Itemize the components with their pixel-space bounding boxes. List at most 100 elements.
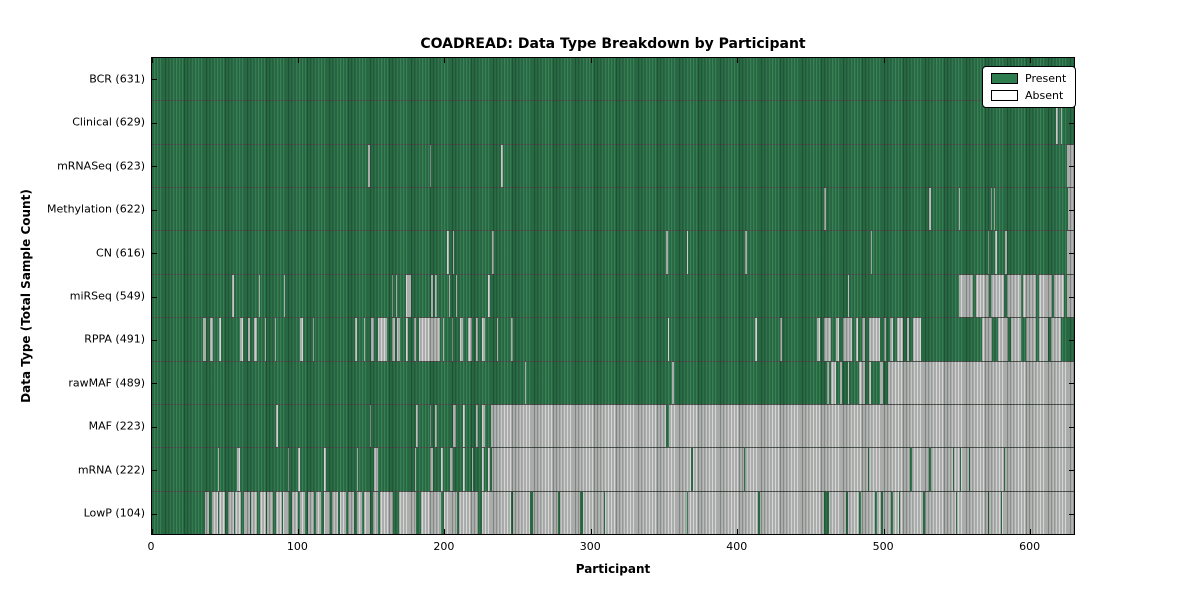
present-segment xyxy=(277,404,370,448)
x-tick-label-300: 300 xyxy=(579,540,601,553)
present-segment xyxy=(603,491,605,534)
y-tick-mark xyxy=(152,122,157,124)
present-segment xyxy=(330,491,332,534)
present-segment xyxy=(892,318,898,361)
present-segment xyxy=(558,491,560,534)
present-segment xyxy=(908,318,914,361)
present-segment xyxy=(498,318,512,361)
present-segment xyxy=(450,274,456,318)
y-tick-mark xyxy=(1069,383,1074,385)
present-segment xyxy=(881,491,883,534)
present-segment xyxy=(691,448,693,491)
y-tick-mark xyxy=(1069,339,1074,341)
present-segment xyxy=(512,318,668,361)
x-axis-title: Participant xyxy=(575,562,651,576)
present-segment xyxy=(260,274,284,318)
x-tick-mark xyxy=(737,529,739,534)
present-segment xyxy=(152,58,1074,101)
present-segment xyxy=(989,274,991,318)
present-segment xyxy=(903,318,908,361)
present-segment xyxy=(667,231,687,274)
present-segment xyxy=(688,231,746,274)
present-segment xyxy=(416,491,421,534)
legend-swatch-present-icon xyxy=(991,73,1018,84)
present-segment xyxy=(489,448,493,491)
present-segment xyxy=(152,448,218,491)
present-segment xyxy=(493,231,667,274)
chart-title: COADREAD: Data Type Breakdown by Partici… xyxy=(420,36,806,52)
present-segment xyxy=(369,144,430,188)
present-segment xyxy=(436,404,453,448)
present-segment xyxy=(1008,318,1012,361)
present-segment xyxy=(992,318,999,361)
x-tick-label-600: 600 xyxy=(1019,540,1041,553)
heatmap-row-LowP xyxy=(152,491,1074,534)
present-segment xyxy=(1003,274,1007,318)
present-segment xyxy=(441,491,445,534)
present-segment xyxy=(530,491,534,534)
present-segment xyxy=(321,491,325,534)
y-tick-mark xyxy=(152,79,157,81)
present-segment xyxy=(454,231,493,274)
present-segment xyxy=(879,318,885,361)
present-segment xyxy=(885,318,890,361)
present-segment xyxy=(233,491,236,534)
legend: Present Absent xyxy=(982,66,1076,108)
present-segment xyxy=(666,404,670,448)
y-tick-label-CN: CN (616) xyxy=(96,246,145,260)
present-segment xyxy=(1003,448,1006,491)
present-segment xyxy=(872,231,988,274)
present-segment xyxy=(284,274,392,318)
present-segment xyxy=(289,448,299,491)
heatmap-row-mRNASeq xyxy=(152,144,1074,189)
present-segment xyxy=(483,448,489,491)
heatmap-row-Clinical xyxy=(152,101,1074,145)
y-tick-mark xyxy=(1069,470,1074,472)
y-tick-mark xyxy=(1069,513,1074,515)
legend-item-absent: Absent xyxy=(991,90,1067,101)
present-segment xyxy=(217,491,220,534)
present-segment xyxy=(219,448,237,491)
present-segment xyxy=(457,274,489,318)
x-tick-mark xyxy=(737,58,739,63)
present-segment xyxy=(835,361,841,404)
y-tick-label-mRNASeq: mRNASeq (623) xyxy=(57,159,145,173)
present-segment xyxy=(346,491,348,534)
y-tick-mark xyxy=(152,339,157,341)
present-segment xyxy=(526,361,673,404)
present-segment xyxy=(968,448,971,491)
present-segment xyxy=(337,491,341,534)
x-tick-mark xyxy=(590,58,592,63)
present-segment xyxy=(152,491,205,534)
y-tick-label-LowP: LowP (104) xyxy=(83,506,145,520)
present-segment xyxy=(417,404,430,448)
present-segment xyxy=(152,101,1057,144)
present-segment xyxy=(669,318,756,361)
heatmap-row-rawMAF xyxy=(152,361,1074,405)
x-tick-mark xyxy=(444,58,446,63)
present-segment xyxy=(929,448,931,491)
present-segment xyxy=(875,491,877,534)
y-tick-labels: BCR (631) Clinical (629) mRNASeq (623) Meth… xyxy=(0,57,145,535)
present-segment xyxy=(208,491,212,534)
present-segment xyxy=(378,491,380,534)
present-segment xyxy=(831,318,836,361)
present-segment xyxy=(857,318,863,361)
present-segment xyxy=(867,448,870,491)
present-segment xyxy=(1021,318,1026,361)
present-segment xyxy=(365,318,372,361)
y-tick-mark xyxy=(1069,209,1074,211)
present-segment xyxy=(410,274,432,318)
present-segment xyxy=(851,318,857,361)
y-tick-mark xyxy=(152,383,157,385)
y-tick-label-Clinical: Clinical (629) xyxy=(72,115,145,129)
x-tick-mark xyxy=(883,58,885,63)
x-tick-label-200: 200 xyxy=(433,540,455,553)
present-segment xyxy=(276,318,300,361)
present-segment xyxy=(743,448,746,491)
present-segment xyxy=(870,361,880,404)
present-segment xyxy=(358,448,375,491)
present-segment xyxy=(758,491,760,534)
present-segment xyxy=(241,491,245,534)
present-segment xyxy=(463,318,468,361)
